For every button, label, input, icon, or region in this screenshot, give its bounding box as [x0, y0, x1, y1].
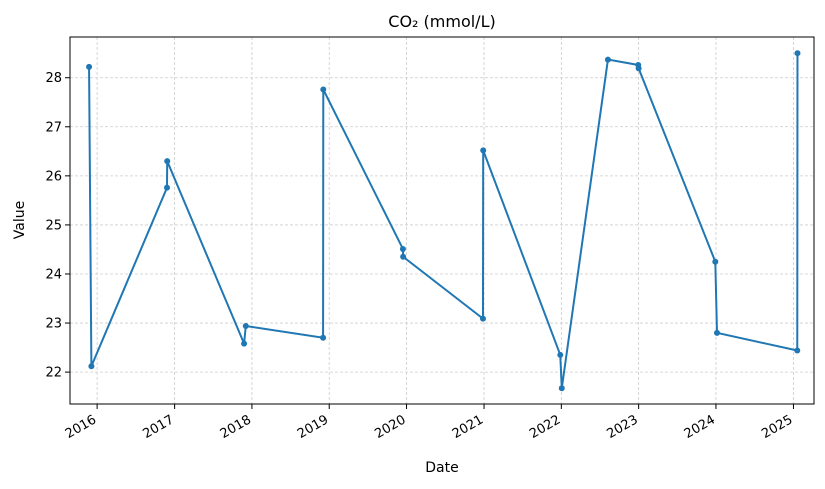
x-tick-label: 2020 [372, 412, 408, 442]
data-point [163, 184, 170, 191]
data-point [242, 322, 249, 329]
data-point [320, 334, 327, 341]
data-point [400, 253, 407, 260]
y-tick-label: 23 [45, 317, 62, 332]
x-tick-label: 2025 [759, 412, 795, 442]
data-point [558, 385, 565, 392]
x-tick-label: 2021 [450, 412, 486, 442]
data-point [399, 245, 406, 252]
y-tick-label: 27 [45, 120, 62, 135]
data-point [480, 147, 487, 154]
chart-title: CO₂ (mmol/L) [388, 12, 495, 31]
data-point [635, 65, 642, 72]
plot-frame [69, 36, 815, 405]
y-tick-label: 25 [45, 218, 62, 233]
y-axis: 22 23 24 25 26 27 28 [45, 71, 70, 381]
data-point [164, 158, 171, 165]
x-tick-label: 2024 [682, 412, 718, 442]
x-tick-label: 2017 [140, 412, 176, 442]
grid [70, 37, 814, 404]
x-axis-label: Date [425, 460, 458, 476]
series-line [88, 53, 799, 389]
data-point [557, 351, 564, 358]
y-tick-label: 24 [45, 267, 62, 282]
data-point [794, 50, 801, 57]
x-axis: 2016 2017 2018 2019 2020 2021 2022 2023 2024 2025 [63, 404, 795, 442]
data-point [88, 363, 95, 370]
y-tick-label: 28 [45, 71, 62, 86]
y-tick-label: 22 [45, 366, 62, 381]
x-tick-label: 2019 [295, 412, 331, 442]
x-tick-label: 2016 [63, 412, 99, 442]
data-point [479, 315, 486, 322]
y-axis-label: Value [12, 201, 28, 239]
x-tick-label: 2022 [527, 412, 563, 442]
data-point [604, 56, 611, 63]
data-point [86, 63, 93, 70]
data-point [241, 340, 248, 347]
y-tick-label: 26 [45, 169, 62, 184]
data-point [320, 86, 327, 93]
data-point [794, 347, 801, 354]
data-points [86, 50, 801, 392]
data-point [714, 329, 721, 336]
x-tick-label: 2023 [604, 412, 640, 442]
x-tick-label: 2018 [218, 412, 254, 442]
data-point [712, 258, 719, 265]
